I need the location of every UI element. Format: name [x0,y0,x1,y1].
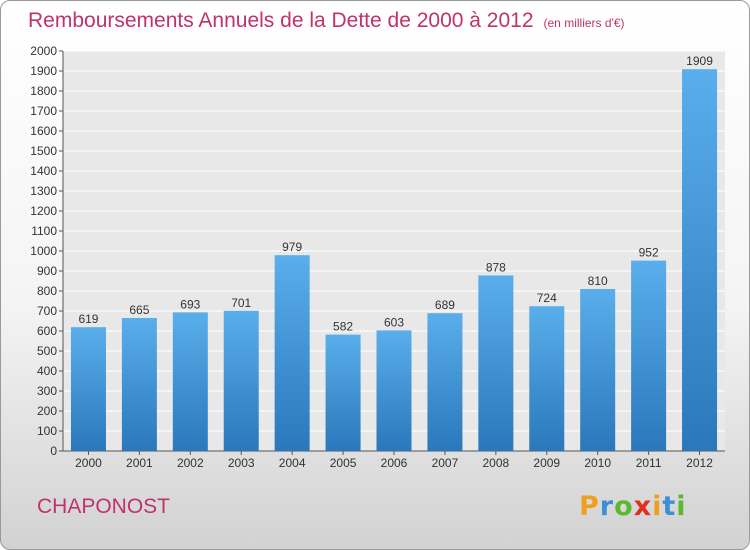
logo-letter: r [599,491,615,522]
bar-value-label: 952 [639,246,659,260]
x-tick-label: 2007 [432,456,459,470]
x-tick-label: 2006 [381,456,408,470]
x-tick-label: 2000 [75,456,102,470]
y-tick-label: 2000 [30,44,57,58]
x-tick-label: 2010 [584,456,611,470]
bar [325,334,361,451]
bar-value-label: 724 [537,291,557,305]
y-tick-label: 200 [37,404,57,418]
city-name: CHAPONOST [37,495,171,518]
y-tick-label: 100 [37,424,57,438]
bar-value-label: 878 [486,260,506,274]
x-tick-label: 2004 [279,456,306,470]
logo-letter: t [662,491,677,522]
y-tick-label: 1200 [30,204,57,218]
x-tick-label: 2005 [330,456,357,470]
y-tick-label: 900 [37,264,57,278]
bar-value-label: 693 [180,297,200,311]
bar [172,312,208,451]
bar [274,255,310,451]
y-tick-label: 1500 [30,144,57,158]
y-tick-label: 1800 [30,84,57,98]
y-tick-label: 1100 [31,224,57,238]
x-tick-label: 2011 [636,456,662,470]
bar [223,310,259,451]
bar-value-label: 701 [231,296,251,310]
bar-value-label: 603 [384,315,404,329]
x-tick-label: 2009 [533,456,560,470]
bar-value-label: 665 [129,303,149,317]
x-tick-label: 2012 [686,456,713,470]
y-tick-label: 500 [37,344,57,358]
x-tick-label: 2003 [228,456,255,470]
y-tick-label: 1000 [30,244,57,258]
bar [121,318,157,451]
bar [631,260,667,451]
logo-letter: P [579,491,600,522]
bar-value-label: 1909 [686,54,713,68]
x-tick-label: 2002 [177,456,204,470]
bar-value-label: 810 [588,274,608,288]
y-tick-label: 0 [50,444,57,458]
bar [580,289,616,451]
bar-value-label: 689 [435,298,455,312]
bar-value-label: 979 [282,240,302,254]
bar-value-label: 582 [333,320,353,334]
chart-title: Remboursements Annuels de la Dette de 20… [28,9,625,33]
bar [529,306,565,451]
y-tick-label: 600 [37,324,57,338]
bar-value-label: 619 [78,312,98,326]
y-tick-label: 1400 [30,164,57,178]
proxiti-logo: Proxiti [579,491,687,522]
bar [70,327,106,451]
x-tick-label: 2001 [126,456,153,470]
y-tick-label: 1700 [30,104,57,118]
y-tick-label: 1600 [30,124,57,138]
logo-letter: i [652,491,663,522]
y-tick-label: 1300 [30,184,57,198]
bar [478,275,514,451]
chart-title-unit: (en milliers d'€) [543,16,625,30]
chart-title-main: Remboursements Annuels de la Dette de 20… [28,9,534,32]
logo-letter: o [614,491,634,522]
bar [376,330,412,451]
bar [427,313,463,451]
x-tick-label: 2008 [482,456,509,470]
y-tick-label: 700 [37,304,57,318]
logo-letter: i [676,491,687,522]
bar [682,69,718,451]
logo-letter: x [633,491,653,522]
y-tick-label: 800 [37,284,57,298]
y-tick-label: 400 [37,364,57,378]
y-tick-label: 1900 [30,64,57,78]
y-tick-label: 300 [37,384,57,398]
